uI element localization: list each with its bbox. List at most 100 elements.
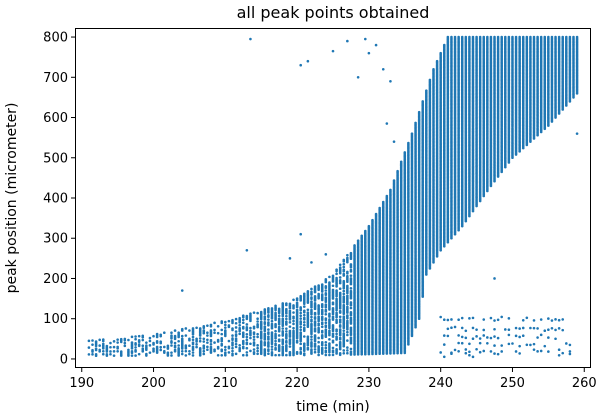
data-point	[338, 328, 342, 331]
data-point	[267, 331, 270, 334]
data-point	[263, 308, 267, 311]
data-point	[130, 354, 134, 357]
data-point	[119, 337, 123, 341]
data-point	[241, 318, 245, 322]
data-point	[346, 339, 349, 342]
data-point	[292, 311, 295, 314]
data-point	[306, 346, 310, 350]
data-point	[346, 274, 349, 278]
data-point	[195, 337, 198, 341]
data-point	[435, 59, 439, 63]
data-point	[288, 325, 292, 328]
data-point	[320, 329, 324, 333]
data-point	[324, 321, 328, 325]
data-point	[238, 326, 241, 330]
data-point	[302, 335, 306, 338]
data-point	[292, 304, 295, 307]
data-point	[274, 339, 277, 343]
data-point	[310, 341, 313, 344]
data-point	[331, 284, 335, 288]
data-point	[338, 309, 342, 313]
data-point	[285, 353, 288, 357]
data-point	[177, 331, 180, 335]
data-point	[281, 330, 285, 333]
data-point	[213, 341, 216, 344]
data-point	[163, 331, 166, 335]
data-point	[292, 329, 295, 333]
data-point	[220, 354, 224, 357]
data-point	[317, 336, 320, 340]
data-point	[116, 349, 119, 353]
data-point	[331, 288, 335, 292]
data-point	[313, 295, 317, 298]
data-point	[342, 332, 346, 335]
data-point	[288, 321, 292, 324]
data-point	[263, 341, 267, 344]
data-point	[346, 319, 349, 323]
data-point	[256, 320, 259, 323]
data-point	[313, 285, 317, 288]
data-point	[98, 344, 101, 347]
data-point	[252, 335, 256, 339]
data-point	[270, 351, 274, 354]
data-point	[349, 251, 353, 255]
data-point	[112, 354, 116, 357]
data-point	[338, 340, 342, 344]
data-point	[180, 337, 184, 341]
data-point	[206, 345, 209, 349]
data-point	[277, 314, 281, 318]
data-point	[191, 341, 195, 344]
data-point	[249, 349, 252, 353]
data-point	[331, 274, 335, 278]
data-point	[91, 343, 94, 346]
data-point	[277, 334, 281, 337]
data-point	[274, 332, 277, 336]
data-point	[184, 349, 188, 353]
data-point	[202, 329, 206, 332]
data-point	[331, 323, 335, 327]
data-point	[245, 314, 249, 318]
data-point	[263, 348, 267, 351]
data-point	[256, 346, 259, 350]
data-point	[414, 121, 417, 125]
data-point	[285, 320, 288, 323]
data-point	[252, 311, 256, 314]
data-point	[342, 292, 346, 296]
data-point	[310, 335, 313, 339]
data-point	[281, 317, 285, 321]
data-point	[306, 311, 310, 314]
data-point	[335, 276, 338, 280]
data-point	[285, 302, 288, 305]
data-point	[267, 335, 270, 338]
data-point	[425, 89, 428, 92]
data-point	[209, 329, 213, 332]
data-point	[302, 320, 306, 324]
data-point	[249, 329, 252, 333]
data-point	[98, 348, 101, 352]
data-point	[328, 318, 331, 321]
data-point	[249, 342, 252, 346]
data-point	[335, 297, 338, 301]
data-point	[331, 353, 335, 357]
data-point	[277, 317, 281, 320]
data-point	[141, 338, 145, 342]
data-point	[288, 338, 292, 341]
data-point	[331, 339, 335, 343]
data-point	[198, 337, 202, 340]
data-point	[245, 323, 249, 326]
data-point	[299, 311, 303, 315]
data-point	[338, 278, 342, 282]
data-point	[328, 312, 331, 316]
data-point	[274, 329, 277, 333]
data-point	[224, 320, 227, 324]
data-point	[442, 43, 446, 47]
data-point	[206, 334, 209, 337]
data-point	[267, 352, 270, 356]
data-point	[371, 218, 374, 222]
data-point	[446, 35, 450, 39]
data-point	[295, 297, 299, 300]
data-point	[109, 345, 112, 349]
data-point	[310, 315, 313, 319]
data-point	[245, 332, 249, 336]
data-point	[184, 327, 188, 330]
